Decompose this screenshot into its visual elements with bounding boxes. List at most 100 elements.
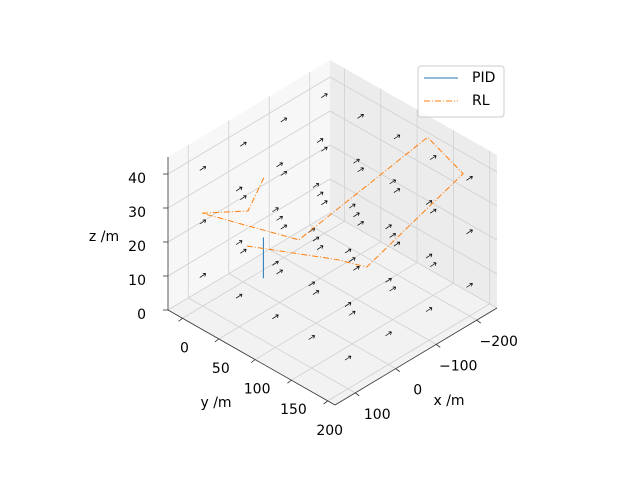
wind-arrow [272,207,279,213]
wind-arrow [429,262,437,268]
wind-arrow [385,277,392,283]
back-pane [168,60,330,310]
y-tick-label: 200 [316,423,343,439]
wind-arrow [276,162,283,168]
wind-arrow [357,167,364,173]
grid-line [167,144,331,243]
y-tick [323,400,328,405]
wind-arrow [348,257,356,262]
x-axis-line [334,307,498,406]
grid-line [309,224,477,321]
wind-arrow [357,113,364,119]
x-tick-label: 0 [413,383,422,399]
wind-arrow [344,355,352,361]
wind-arrow [240,141,247,147]
wind-arrows [199,93,473,361]
wind-arrow [235,293,243,299]
wind-arrow [280,171,288,176]
z-tick-label: 40 [128,171,146,187]
wind-arrow [389,233,397,238]
x-tick-label: −200 [480,334,518,350]
wind-arrow [240,248,247,254]
grid-line [269,249,437,345]
wind-arrow [389,179,397,185]
x-tick-label: −100 [439,358,477,374]
y-axis-line [167,309,336,406]
grid-line [218,241,382,340]
grid-line [329,212,498,309]
wind-arrow [344,302,352,307]
y-tick [178,317,183,322]
wind-arrow [240,195,247,201]
wind-arrow [312,236,320,242]
wind-arrow [393,134,401,140]
wind-arrow [199,219,207,225]
y-tick-label: 150 [280,402,307,418]
z-tick-label: 10 [128,273,146,289]
wind-arrow [353,265,360,271]
grid-line [167,178,331,277]
y-tick [287,379,292,384]
grid-line [167,76,331,175]
wind-arrow [344,248,352,254]
wind-arrow [429,208,437,214]
wind-arrow [199,166,207,171]
wind-arrow [466,283,473,288]
wind-arrow [276,269,283,275]
grid-line [329,110,498,207]
x-tick [355,392,360,397]
wind-arrow [348,203,356,209]
series-line [201,136,464,268]
wind-arrow [316,191,324,197]
grid-line [327,303,490,402]
x-tick [476,319,481,324]
y-axis-label: y /m [200,395,231,411]
z-tick-label: 30 [128,205,146,221]
wind-arrow [321,200,328,206]
legend-box [417,65,505,118]
x-axis-label: x /m [433,393,464,409]
wind-arrow [321,146,328,152]
wind-arrow [466,175,473,181]
wind-arrow [348,310,356,316]
wind-arrow [308,335,316,340]
z-tick-label: 0 [137,307,146,323]
wind-arrow [425,253,433,259]
grid-line [228,273,396,369]
legend-label: RL [472,93,490,109]
wind-arrow [316,245,324,250]
wind-arrow [393,241,401,247]
grid-line [254,262,418,360]
legend-label: PID [472,70,495,86]
x-tick [395,368,400,372]
y-tick-label: 0 [180,340,189,356]
grid-line [329,178,498,275]
wind-arrow [385,331,392,337]
grid-line [329,76,498,173]
wind-arrow [425,307,433,312]
wind-arrow [276,216,283,221]
wind-arrow [272,314,279,320]
grid-line [329,144,498,241]
wind-arrow [357,221,364,226]
wind-arrow [272,260,279,266]
grid-line [167,212,331,311]
wind-arrow [308,281,316,287]
wind-arrow [389,286,397,292]
z-axis-label: z /m [89,229,119,245]
z-tick-label: 20 [128,239,146,255]
wind-arrow [316,138,324,143]
grid-line [188,297,356,394]
wind-arrow [312,183,320,188]
wind-arrow [385,224,392,230]
y-tick [250,359,256,363]
wind-arrow [353,158,360,164]
side-pane [330,60,497,308]
y-tick [214,338,220,343]
wind-arrow [393,188,401,193]
x-tick-label: 100 [364,407,391,423]
wind-arrow [280,117,288,123]
wind-arrow [199,273,207,278]
x-tick [436,344,441,348]
